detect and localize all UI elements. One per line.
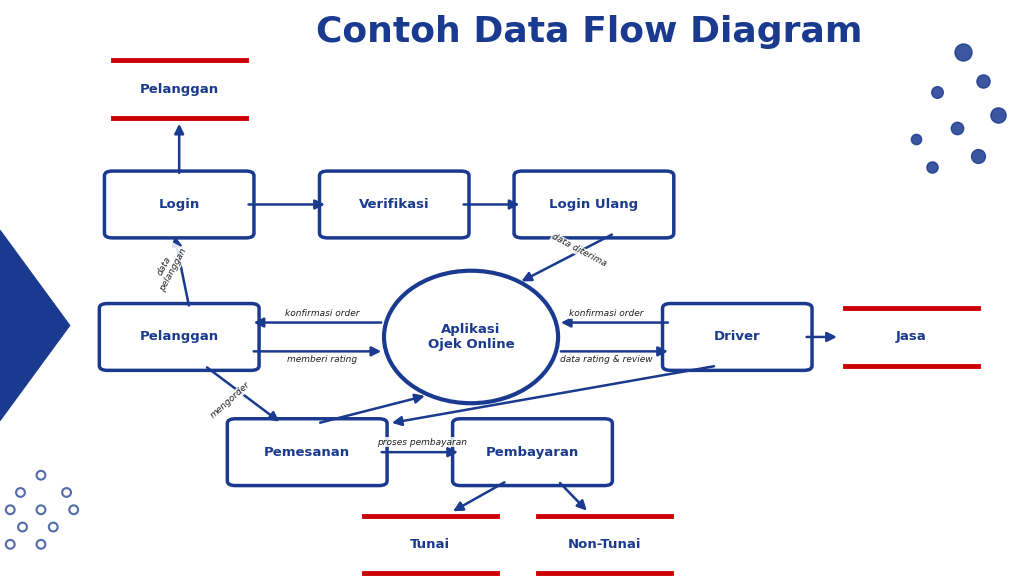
Text: konfirmasi order: konfirmasi order xyxy=(286,309,359,319)
Text: Login Ulang: Login Ulang xyxy=(549,198,639,211)
Point xyxy=(924,162,940,172)
Point xyxy=(954,47,971,56)
Text: Pemesanan: Pemesanan xyxy=(264,446,350,458)
Point xyxy=(2,540,18,549)
FancyBboxPatch shape xyxy=(227,419,387,486)
Point xyxy=(33,471,49,480)
Point xyxy=(949,123,966,132)
Text: Contoh Data Flow Diagram: Contoh Data Flow Diagram xyxy=(315,14,862,49)
Text: data rating & review: data rating & review xyxy=(560,355,652,365)
Point xyxy=(990,111,1007,120)
Text: data
pelanggan: data pelanggan xyxy=(150,242,188,294)
Point xyxy=(12,488,29,497)
Point xyxy=(908,135,925,144)
Point xyxy=(58,488,75,497)
Point xyxy=(45,522,61,532)
Text: Pelanggan: Pelanggan xyxy=(139,331,219,343)
Point xyxy=(66,505,82,514)
FancyBboxPatch shape xyxy=(453,419,612,486)
FancyBboxPatch shape xyxy=(663,304,812,370)
Text: Verifikasi: Verifikasi xyxy=(359,198,429,211)
Point xyxy=(970,151,986,160)
Text: Tunai: Tunai xyxy=(410,538,451,551)
Point xyxy=(929,88,945,97)
FancyBboxPatch shape xyxy=(99,304,259,370)
Polygon shape xyxy=(0,230,70,420)
Text: Login: Login xyxy=(159,198,200,211)
FancyBboxPatch shape xyxy=(514,171,674,238)
Text: konfirmasi order: konfirmasi order xyxy=(569,309,643,319)
FancyBboxPatch shape xyxy=(319,171,469,238)
Text: Pembayaran: Pembayaran xyxy=(485,446,580,458)
Text: Aplikasi
Ojek Online: Aplikasi Ojek Online xyxy=(428,323,514,351)
Text: proses pembayaran: proses pembayaran xyxy=(377,438,467,447)
Point xyxy=(33,540,49,549)
FancyBboxPatch shape xyxy=(104,171,254,238)
Text: mengorder: mengorder xyxy=(209,380,252,420)
Point xyxy=(14,522,31,532)
Ellipse shape xyxy=(384,271,558,403)
Text: Pelanggan: Pelanggan xyxy=(139,83,219,96)
Text: data diterima: data diterima xyxy=(550,232,607,269)
Text: Driver: Driver xyxy=(714,331,761,343)
Point xyxy=(975,76,991,85)
Text: Non-Tunai: Non-Tunai xyxy=(567,538,641,551)
Text: Jasa: Jasa xyxy=(896,331,927,343)
Text: memberi rating: memberi rating xyxy=(288,355,357,365)
Point xyxy=(2,505,18,514)
Point xyxy=(33,505,49,514)
